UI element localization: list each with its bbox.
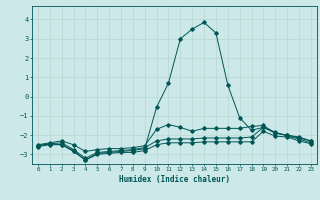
X-axis label: Humidex (Indice chaleur): Humidex (Indice chaleur) — [119, 175, 230, 184]
